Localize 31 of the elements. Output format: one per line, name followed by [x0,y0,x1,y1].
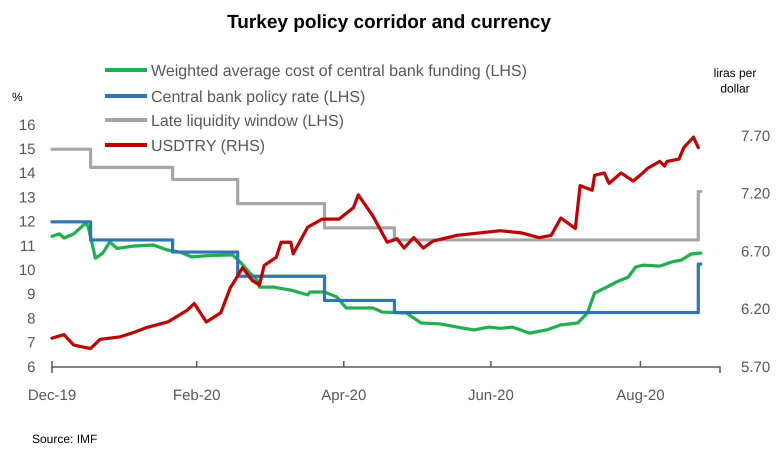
y2-tick-label: 6.20 [741,301,770,318]
y-tick-label: 13 [18,189,36,206]
y-tick-label: 9 [27,286,36,304]
chart-title: Turkey policy corridor and currency [227,12,552,33]
x-tick-label: Jun-20 [468,387,514,404]
y-tick-label: 12 [18,214,36,231]
y2-tick-label: 7.70 [741,128,770,145]
x-tick-label: Dec-19 [28,387,76,404]
x-tick-label: Apr-20 [321,387,366,404]
y-axis-title: % [12,90,23,104]
y-tick-label: 16 [18,116,36,134]
x-tick-label: Aug-20 [616,387,665,404]
y-tick-label: 7 [27,334,36,352]
legend-label: Weighted average cost of central bank funding (LHS) [151,63,527,80]
y2-axis-title: liras per dollar [714,66,756,96]
y-tick-label: 15 [18,141,36,158]
y-tick-label: 14 [18,165,36,182]
source-note: Source: IMF [32,432,98,446]
y2-tick-label: 6.70 [741,243,770,260]
y-tick-label: 8 [27,310,36,328]
line-series [50,221,702,335]
legend-label: Late liquidity window (LHS) [151,113,344,130]
y2-tick-label: 7.20 [741,186,770,203]
line-series [50,136,700,350]
y-tick-label: 6 [27,358,36,376]
y2-tick-label: 5.70 [741,358,770,376]
x-tick-label: Feb-20 [172,387,220,404]
legend-label: USDTRY (RHS) [151,138,266,155]
legend-label: Central bank policy rate (LHS) [151,89,366,106]
y-tick-label: 11 [20,238,36,255]
y-tick-label: 10 [18,262,36,279]
